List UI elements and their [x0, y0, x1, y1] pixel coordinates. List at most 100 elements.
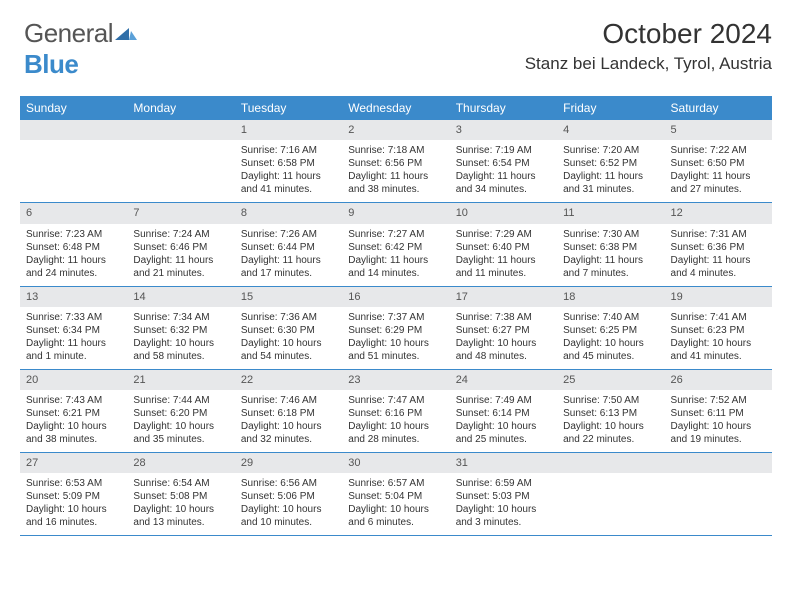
sunrise-text: Sunrise: 7:46 AM — [241, 394, 336, 407]
calendar-cell: 7Sunrise: 7:24 AMSunset: 6:46 PMDaylight… — [127, 203, 234, 285]
cell-body: Sunrise: 7:19 AMSunset: 6:54 PMDaylight:… — [450, 140, 557, 202]
day-number: 22 — [235, 370, 342, 390]
sunrise-text: Sunrise: 7:38 AM — [456, 311, 551, 324]
daylight-text: Daylight: 11 hours and 27 minutes. — [671, 170, 766, 196]
sunset-text: Sunset: 6:25 PM — [563, 324, 658, 337]
calendar-cell: 1Sunrise: 7:16 AMSunset: 6:58 PMDaylight… — [235, 120, 342, 202]
sunset-text: Sunset: 6:32 PM — [133, 324, 228, 337]
sunset-text: Sunset: 6:52 PM — [563, 157, 658, 170]
cell-body: Sunrise: 7:23 AMSunset: 6:48 PMDaylight:… — [20, 224, 127, 286]
day-number: 23 — [342, 370, 449, 390]
sunset-text: Sunset: 6:54 PM — [456, 157, 551, 170]
cell-body: Sunrise: 7:20 AMSunset: 6:52 PMDaylight:… — [557, 140, 664, 202]
sunset-text: Sunset: 5:03 PM — [456, 490, 551, 503]
daylight-text: Daylight: 11 hours and 1 minute. — [26, 337, 121, 363]
week-row: 20Sunrise: 7:43 AMSunset: 6:21 PMDayligh… — [20, 370, 772, 453]
day-header: Thursday — [450, 96, 557, 120]
calendar-cell: 5Sunrise: 7:22 AMSunset: 6:50 PMDaylight… — [665, 120, 772, 202]
sunset-text: Sunset: 6:23 PM — [671, 324, 766, 337]
cell-body: Sunrise: 7:40 AMSunset: 6:25 PMDaylight:… — [557, 307, 664, 369]
sunrise-text: Sunrise: 6:53 AM — [26, 477, 121, 490]
cell-body: Sunrise: 7:16 AMSunset: 6:58 PMDaylight:… — [235, 140, 342, 202]
daylight-text: Daylight: 10 hours and 58 minutes. — [133, 337, 228, 363]
sunset-text: Sunset: 6:34 PM — [26, 324, 121, 337]
calendar-cell: 25Sunrise: 7:50 AMSunset: 6:13 PMDayligh… — [557, 370, 664, 452]
day-number — [557, 453, 664, 473]
sunrise-text: Sunrise: 7:29 AM — [456, 228, 551, 241]
day-header-row: Sunday Monday Tuesday Wednesday Thursday… — [20, 96, 772, 120]
calendar-cell — [20, 120, 127, 202]
week-row: 27Sunrise: 6:53 AMSunset: 5:09 PMDayligh… — [20, 453, 772, 536]
cell-body: Sunrise: 7:29 AMSunset: 6:40 PMDaylight:… — [450, 224, 557, 286]
cell-body: Sunrise: 7:37 AMSunset: 6:29 PMDaylight:… — [342, 307, 449, 369]
sunrise-text: Sunrise: 7:34 AM — [133, 311, 228, 324]
cell-body: Sunrise: 7:26 AMSunset: 6:44 PMDaylight:… — [235, 224, 342, 286]
sunset-text: Sunset: 6:44 PM — [241, 241, 336, 254]
calendar-cell: 27Sunrise: 6:53 AMSunset: 5:09 PMDayligh… — [20, 453, 127, 535]
daylight-text: Daylight: 10 hours and 51 minutes. — [348, 337, 443, 363]
cell-body: Sunrise: 6:54 AMSunset: 5:08 PMDaylight:… — [127, 473, 234, 535]
calendar-cell: 8Sunrise: 7:26 AMSunset: 6:44 PMDaylight… — [235, 203, 342, 285]
daylight-text: Daylight: 10 hours and 3 minutes. — [456, 503, 551, 529]
calendar-cell: 11Sunrise: 7:30 AMSunset: 6:38 PMDayligh… — [557, 203, 664, 285]
sunset-text: Sunset: 6:21 PM — [26, 407, 121, 420]
daylight-text: Daylight: 10 hours and 28 minutes. — [348, 420, 443, 446]
daylight-text: Daylight: 11 hours and 4 minutes. — [671, 254, 766, 280]
sunrise-text: Sunrise: 7:37 AM — [348, 311, 443, 324]
sunrise-text: Sunrise: 6:54 AM — [133, 477, 228, 490]
sunrise-text: Sunrise: 7:52 AM — [671, 394, 766, 407]
logo: General Blue — [24, 18, 137, 80]
day-number: 10 — [450, 203, 557, 223]
cell-body: Sunrise: 7:41 AMSunset: 6:23 PMDaylight:… — [665, 307, 772, 369]
sunset-text: Sunset: 6:20 PM — [133, 407, 228, 420]
sunrise-text: Sunrise: 7:19 AM — [456, 144, 551, 157]
daylight-text: Daylight: 10 hours and 16 minutes. — [26, 503, 121, 529]
cell-body: Sunrise: 7:24 AMSunset: 6:46 PMDaylight:… — [127, 224, 234, 286]
calendar-cell: 16Sunrise: 7:37 AMSunset: 6:29 PMDayligh… — [342, 287, 449, 369]
sunset-text: Sunset: 6:40 PM — [456, 241, 551, 254]
sunrise-text: Sunrise: 7:44 AM — [133, 394, 228, 407]
day-number: 16 — [342, 287, 449, 307]
sunset-text: Sunset: 6:56 PM — [348, 157, 443, 170]
sunset-text: Sunset: 6:29 PM — [348, 324, 443, 337]
sunrise-text: Sunrise: 7:22 AM — [671, 144, 766, 157]
daylight-text: Daylight: 10 hours and 54 minutes. — [241, 337, 336, 363]
day-number: 6 — [20, 203, 127, 223]
calendar-cell: 15Sunrise: 7:36 AMSunset: 6:30 PMDayligh… — [235, 287, 342, 369]
sunset-text: Sunset: 6:13 PM — [563, 407, 658, 420]
cell-body: Sunrise: 7:47 AMSunset: 6:16 PMDaylight:… — [342, 390, 449, 452]
day-number: 18 — [557, 287, 664, 307]
sunset-text: Sunset: 6:18 PM — [241, 407, 336, 420]
sunset-text: Sunset: 6:30 PM — [241, 324, 336, 337]
cell-body: Sunrise: 6:59 AMSunset: 5:03 PMDaylight:… — [450, 473, 557, 535]
sunset-text: Sunset: 6:11 PM — [671, 407, 766, 420]
calendar-cell: 10Sunrise: 7:29 AMSunset: 6:40 PMDayligh… — [450, 203, 557, 285]
calendar-cell — [557, 453, 664, 535]
cell-body: Sunrise: 7:36 AMSunset: 6:30 PMDaylight:… — [235, 307, 342, 369]
daylight-text: Daylight: 10 hours and 13 minutes. — [133, 503, 228, 529]
weeks-container: 1Sunrise: 7:16 AMSunset: 6:58 PMDaylight… — [20, 120, 772, 536]
logo-name1: General — [24, 18, 113, 48]
daylight-text: Daylight: 10 hours and 38 minutes. — [26, 420, 121, 446]
day-number: 30 — [342, 453, 449, 473]
sunset-text: Sunset: 5:09 PM — [26, 490, 121, 503]
day-header: Sunday — [20, 96, 127, 120]
sunset-text: Sunset: 6:16 PM — [348, 407, 443, 420]
daylight-text: Daylight: 10 hours and 32 minutes. — [241, 420, 336, 446]
calendar: Sunday Monday Tuesday Wednesday Thursday… — [20, 96, 772, 536]
day-number: 19 — [665, 287, 772, 307]
sunrise-text: Sunrise: 6:57 AM — [348, 477, 443, 490]
day-number: 8 — [235, 203, 342, 223]
calendar-cell: 29Sunrise: 6:56 AMSunset: 5:06 PMDayligh… — [235, 453, 342, 535]
calendar-cell: 21Sunrise: 7:44 AMSunset: 6:20 PMDayligh… — [127, 370, 234, 452]
day-number: 7 — [127, 203, 234, 223]
sunset-text: Sunset: 6:36 PM — [671, 241, 766, 254]
sunrise-text: Sunrise: 7:30 AM — [563, 228, 658, 241]
cell-body: Sunrise: 7:31 AMSunset: 6:36 PMDaylight:… — [665, 224, 772, 286]
daylight-text: Daylight: 11 hours and 21 minutes. — [133, 254, 228, 280]
daylight-text: Daylight: 11 hours and 31 minutes. — [563, 170, 658, 196]
day-number: 25 — [557, 370, 664, 390]
day-number — [127, 120, 234, 140]
cell-body: Sunrise: 7:38 AMSunset: 6:27 PMDaylight:… — [450, 307, 557, 369]
sunrise-text: Sunrise: 7:20 AM — [563, 144, 658, 157]
